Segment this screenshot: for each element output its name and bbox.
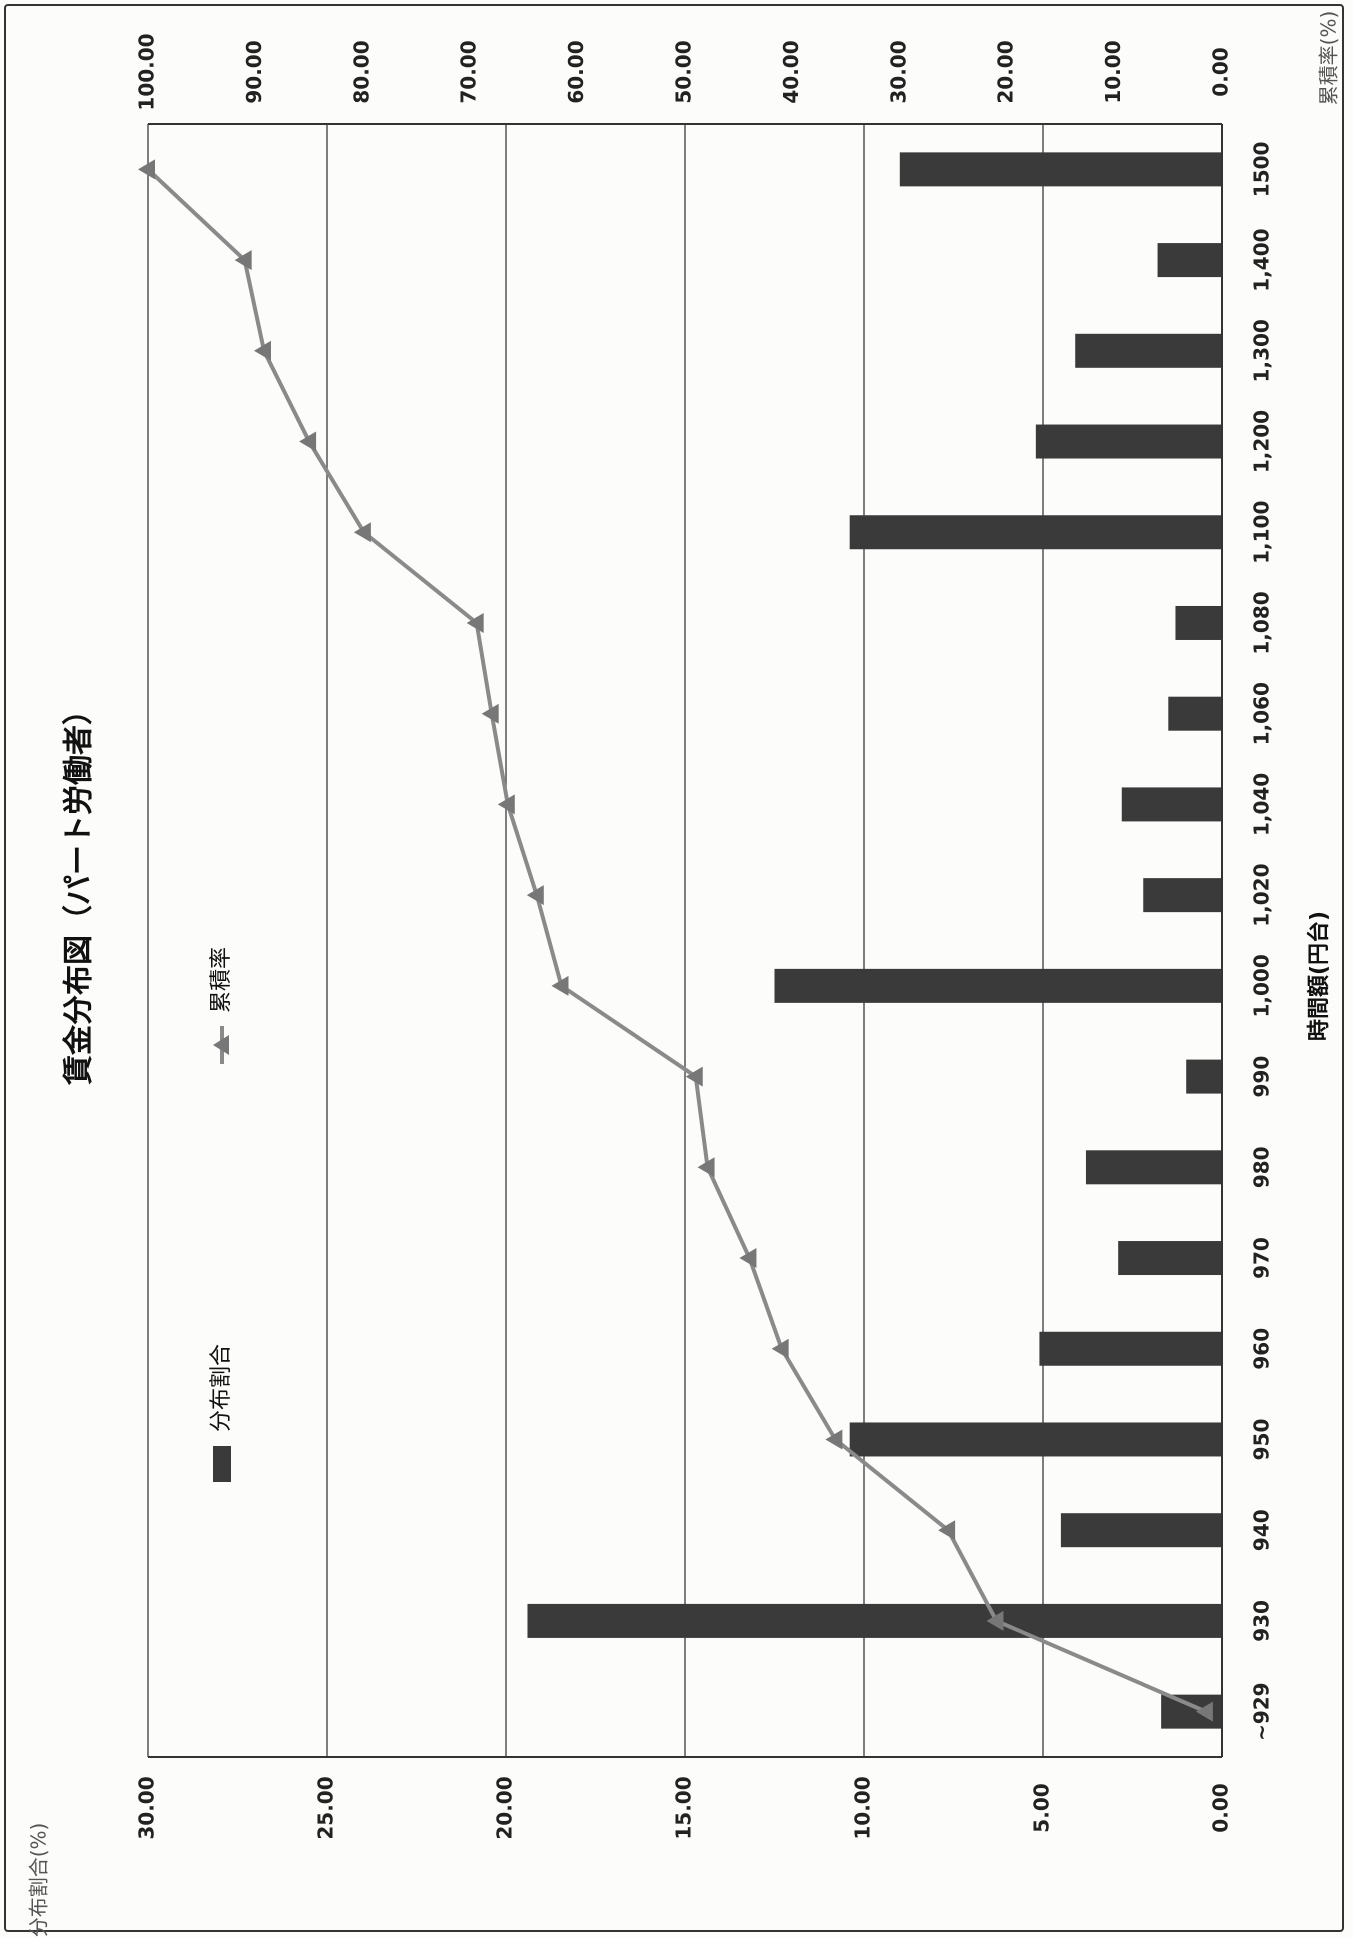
- point-marker: [771, 1338, 789, 1359]
- labels: ~929 930 940 950 960 970 980 990 1,000 1,020 1,040…: [27, 11, 1341, 1938]
- right-axis-tick-label: 90.00: [242, 40, 266, 103]
- right-axis-tick-label: 60.00: [564, 40, 588, 103]
- point-marker: [938, 1520, 956, 1541]
- point-marker: [1195, 1701, 1213, 1722]
- right-axis-tick-label: 50.00: [672, 40, 696, 103]
- category-tick-label: 1,400: [1250, 228, 1274, 291]
- bar: [1121, 787, 1222, 822]
- right-axis-tick-label: 0.00: [1209, 47, 1233, 96]
- bar: [1118, 1241, 1222, 1276]
- left-axis-tick-label: 15.00: [672, 1776, 696, 1839]
- point-marker: [234, 250, 252, 271]
- bar: [1035, 424, 1222, 459]
- right-axis-tick-label: 30.00: [886, 40, 910, 103]
- point-marker: [466, 612, 484, 633]
- category-tick-label: 1,200: [1250, 410, 1274, 473]
- x-axis-title: 時間額(円台): [1306, 911, 1332, 1041]
- point-marker: [353, 522, 371, 543]
- category-tick-label: 950: [1250, 1419, 1274, 1461]
- bar: [899, 152, 1222, 187]
- point-marker: [497, 794, 515, 815]
- right-axis-tick-label: 70.00: [457, 40, 481, 103]
- point-marker: [551, 975, 569, 996]
- point-marker: [526, 885, 544, 906]
- bar: [774, 968, 1222, 1003]
- right-axis-tick-label: 40.00: [779, 40, 803, 103]
- bar: [1186, 1059, 1222, 1094]
- category-tick-label: 1,020: [1250, 864, 1274, 927]
- bar: [1175, 605, 1222, 640]
- chart-title: 賃金分布図（パート労働者）: [62, 695, 97, 1086]
- right-axis-tick-label: 10.00: [1101, 40, 1125, 103]
- point-marker: [739, 1248, 757, 1269]
- category-tick-label: 930: [1250, 1600, 1274, 1642]
- right-axis-title: 累積率(%): [1317, 11, 1341, 106]
- bar: [1168, 696, 1222, 731]
- category-tick-label: 1,300: [1250, 319, 1274, 382]
- bar: [849, 515, 1222, 550]
- legend-bar-swatch: [213, 1446, 231, 1482]
- gridlines: [147, 124, 1223, 1757]
- bar: [849, 1422, 1222, 1457]
- category-tick-label: 980: [1250, 1146, 1274, 1188]
- category-tick-label: 960: [1250, 1328, 1274, 1370]
- bar: [1085, 1150, 1222, 1185]
- legend-line-label: 累積率: [209, 947, 234, 1013]
- category-tick-label: 1,040: [1250, 773, 1274, 836]
- left-axis-tick-label: 25.00: [314, 1776, 338, 1839]
- category-tick-label: 970: [1250, 1237, 1274, 1279]
- category-tick-label: 940: [1250, 1509, 1274, 1551]
- point-marker: [825, 1429, 843, 1450]
- point-marker: [138, 159, 155, 180]
- bar: [1143, 878, 1222, 913]
- category-tick-label: 1,080: [1250, 591, 1274, 654]
- bar: [1039, 1331, 1222, 1366]
- point-marker: [253, 340, 271, 361]
- category-tick-label: 1,100: [1250, 501, 1274, 564]
- line-series: [138, 159, 1213, 1722]
- left-axis-tick-label: 20.00: [493, 1776, 517, 1839]
- category-tick-label: ~929: [1250, 1682, 1274, 1741]
- bar-series: [527, 152, 1222, 1729]
- axes: [148, 123, 1223, 1758]
- bar: [1157, 243, 1222, 278]
- right-axis-tick-label: 20.00: [994, 40, 1018, 103]
- left-axis-tick-label: 30.00: [135, 1776, 159, 1839]
- bar: [1060, 1513, 1222, 1548]
- right-axis-tick-label: 100.00: [135, 33, 159, 110]
- bar: [1075, 333, 1222, 368]
- left-axis-tick-label: 0.00: [1209, 1783, 1233, 1832]
- chart-frame: [4, 4, 1344, 1932]
- legend-bar-label: 分布割合: [209, 1344, 234, 1432]
- point-marker: [986, 1610, 1004, 1631]
- category-tick-label: 1500: [1250, 142, 1274, 198]
- cumulative-line: [146, 167, 1207, 1714]
- right-axis-tick-label: 80.00: [349, 40, 373, 103]
- point-marker: [685, 1066, 703, 1087]
- left-axis-title: 分布割合(%): [27, 1823, 51, 1938]
- left-axis-tick-label: 5.00: [1030, 1783, 1054, 1832]
- left-axis-tick-label: 10.00: [851, 1776, 875, 1839]
- legend-line-marker: [213, 1035, 229, 1055]
- bar: [527, 1603, 1222, 1638]
- category-tick-label: 1,000: [1250, 954, 1274, 1017]
- point-marker: [481, 703, 499, 724]
- category-tick-label: 990: [1250, 1056, 1274, 1098]
- point-marker: [299, 431, 317, 452]
- category-tick-label: 1,060: [1250, 682, 1274, 745]
- point-marker: [697, 1157, 715, 1178]
